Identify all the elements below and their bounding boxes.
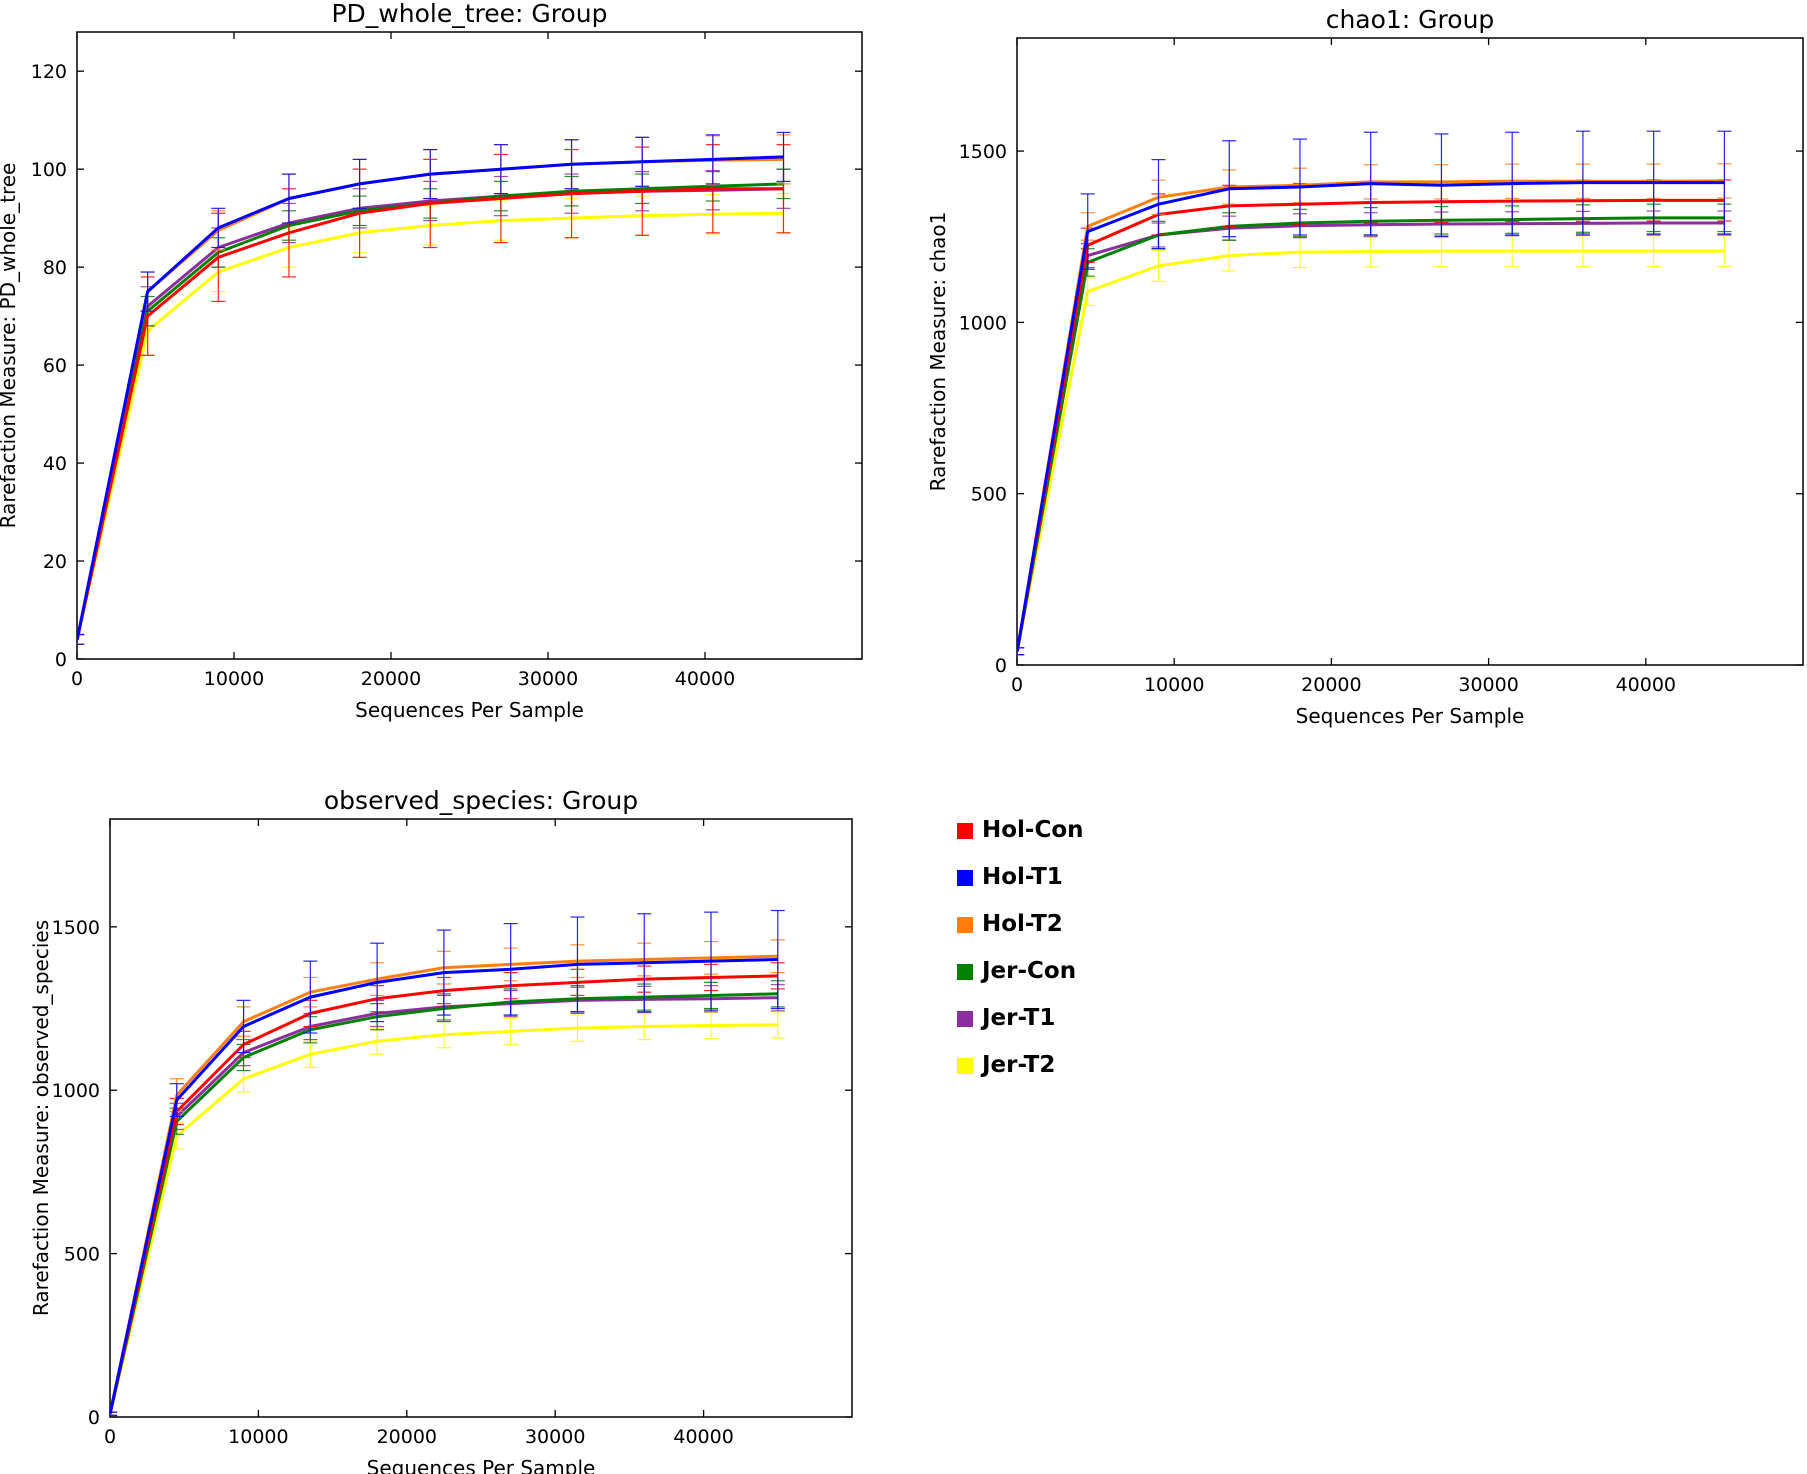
y-tick-label: 1000 [959, 312, 1007, 334]
x-tick-label: 30000 [1458, 674, 1518, 696]
x-axis-label: Sequences Per Sample [355, 698, 584, 722]
y-tick-label: 0 [88, 1407, 100, 1429]
y-tick-label: 80 [43, 257, 67, 279]
x-tick-label: 10000 [1144, 674, 1204, 696]
legend-label: Hol-T1 [982, 864, 1063, 890]
series-line [110, 1023, 778, 1415]
y-tick-label: 1000 [52, 1080, 100, 1102]
legend-swatch-hol-con [957, 823, 973, 839]
x-tick-label: 10000 [204, 668, 264, 690]
legend-item-jer-t2: Jer-T2 [955, 1047, 1175, 1094]
x-tick-label: 40000 [673, 1426, 733, 1448]
y-tick-label: 1500 [959, 141, 1007, 163]
series-line [77, 187, 784, 640]
legend-label: Jer-T2 [982, 1052, 1056, 1078]
legend-label: Hol-T2 [982, 911, 1063, 937]
series-hol-t1 [1017, 130, 1732, 656]
x-tick-label: 0 [1011, 674, 1023, 696]
y-tick-label: 500 [64, 1244, 100, 1266]
y-axis-label: Rarefaction Measure: chao1 [926, 212, 950, 492]
legend-swatch-hol-t2 [957, 917, 973, 933]
legend-swatch-hol-t1 [957, 870, 973, 886]
chart-title: PD_whole_tree: Group [331, 0, 607, 28]
x-tick-label: 30000 [518, 668, 578, 690]
chart-panel-3: 0 10000 20000 30000 40000 0 500 1000 1500 observe… [29, 786, 853, 1474]
legend-swatch-jer-con [957, 964, 973, 980]
series-line [77, 155, 784, 640]
legend-item-jer-con: Jer-Con [955, 953, 1175, 1000]
legend-label: Hol-Con [982, 817, 1084, 843]
y-tick-label: 20 [43, 551, 67, 573]
chart-panel-1: 0 10000 20000 30000 40000 0 20 40 60 80 100 120 PD_w… [0, 0, 863, 722]
x-tick-label: 40000 [675, 668, 735, 690]
series-hol-t1 [77, 131, 791, 645]
y-tick-label: 1500 [52, 917, 100, 939]
plot-frame [76, 31, 863, 660]
plot-data [1017, 130, 1732, 656]
legend-swatch-jer-t2 [957, 1058, 973, 1074]
x-tick-label: 30000 [525, 1426, 585, 1448]
chart-title: chao1: Group [1326, 5, 1495, 34]
x-axis-label: Sequences Per Sample [1296, 704, 1525, 728]
series-line [1017, 181, 1725, 652]
legend-item-hol-con: Hol-Con [955, 812, 1175, 859]
series-line [1017, 249, 1725, 652]
x-tick-label: 20000 [377, 1426, 437, 1448]
y-tick-label: 0 [995, 655, 1007, 677]
y-tick-label: 0 [55, 649, 67, 671]
x-axis-label: Sequences Per Sample [367, 1456, 596, 1474]
y-tick-label: 100 [31, 159, 67, 181]
x-tick-label: 20000 [361, 668, 421, 690]
chart-title: observed_species: Group [324, 786, 638, 815]
x-tick-label: 40000 [1616, 674, 1676, 696]
x-tick-label: 10000 [228, 1426, 288, 1448]
y-tick-label: 60 [43, 355, 67, 377]
legend-item-jer-t1: Jer-T1 [955, 1000, 1175, 1047]
x-tick-label: 0 [71, 668, 83, 690]
x-tick-label: 20000 [1301, 674, 1361, 696]
legend-label: Jer-Con [982, 958, 1077, 984]
plot-frame [109, 818, 853, 1418]
y-axis-label: Rarefaction Measure: PD_whole_tree [0, 163, 20, 529]
legend-item-hol-t2: Hol-T2 [955, 906, 1175, 953]
legend-item-hol-t1: Hol-T1 [955, 859, 1175, 906]
chart-panel-2: 0 10000 20000 30000 40000 0 500 1000 1500 chao1: … [926, 5, 1804, 728]
series-line [110, 958, 778, 1415]
plot-frame [1016, 37, 1804, 666]
legend: Hol-Con Hol-T1 Hol-T2 Jer-Con Jer-T1 Jer… [955, 812, 1175, 1094]
plot-data [77, 131, 791, 645]
y-tick-label: 500 [971, 484, 1007, 506]
y-tick-label: 40 [43, 453, 67, 475]
legend-label: Jer-T1 [982, 1005, 1056, 1031]
x-tick-label: 0 [104, 1426, 116, 1448]
y-axis-label: Rarefaction Measure: observed_species [29, 920, 53, 1316]
y-tick-label: 120 [31, 61, 67, 83]
plot-data [110, 909, 785, 1416]
legend-swatch-jer-t1 [957, 1011, 973, 1027]
series-hol-t1 [110, 909, 785, 1416]
